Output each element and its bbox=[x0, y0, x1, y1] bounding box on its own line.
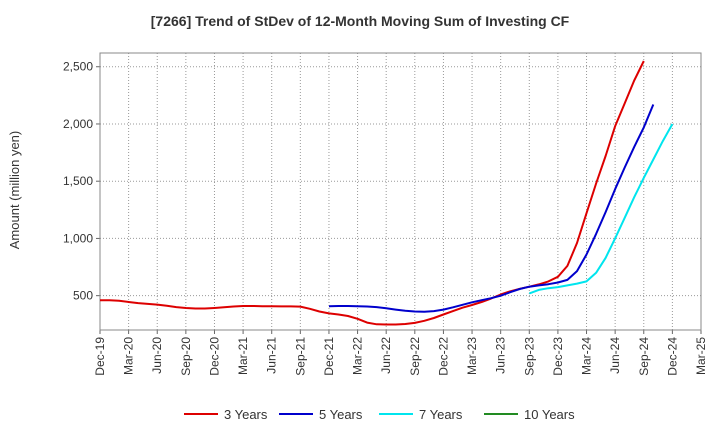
x-tick-label: Mar-25 bbox=[694, 337, 708, 375]
y-tick-label: 1,500 bbox=[63, 174, 93, 188]
x-tick-label: Sep-20 bbox=[179, 337, 193, 376]
y-tick-label: 1,000 bbox=[63, 231, 93, 245]
x-tick-label: Jun-21 bbox=[265, 337, 279, 374]
x-tick-label: Mar-21 bbox=[236, 337, 250, 375]
x-tick-label: Sep-23 bbox=[522, 337, 536, 376]
legend-label-7-years: 7 Years bbox=[419, 407, 463, 422]
legend-label-5-years: 5 Years bbox=[319, 407, 363, 422]
x-tick-label: Dec-23 bbox=[551, 337, 565, 376]
x-tick-label: Mar-20 bbox=[122, 337, 136, 375]
x-tick-label: Dec-20 bbox=[207, 337, 221, 376]
series-lines bbox=[100, 60, 674, 326]
plot-frame bbox=[99, 52, 702, 331]
series-line-7-years bbox=[528, 123, 674, 295]
x-tick-label: Sep-22 bbox=[408, 337, 422, 376]
y-tick-label: 2,000 bbox=[63, 117, 93, 131]
x-tick-label: Jun-24 bbox=[608, 337, 622, 374]
legend: 3 Years 5 Years 7 Years 10 Years bbox=[184, 407, 575, 422]
series-line-5-years bbox=[328, 104, 655, 313]
x-tick-label: Dec-21 bbox=[322, 337, 336, 376]
x-tick-label: Sep-24 bbox=[637, 337, 651, 376]
series-line-3-years bbox=[100, 60, 645, 326]
x-tick-label: Dec-22 bbox=[436, 337, 450, 376]
chart-title: [7266] Trend of StDev of 12-Month Moving… bbox=[150, 13, 570, 29]
legend-label-3-years: 3 Years bbox=[224, 407, 268, 422]
axes: Dec-19 Mar-20 Jun-20 Sep-20 Dec-20 Mar-21 Jun-… bbox=[63, 52, 708, 376]
grid bbox=[100, 53, 701, 330]
legend-label-10-years: 10 Years bbox=[524, 407, 575, 422]
x-tick-label: Mar-24 bbox=[580, 337, 594, 375]
x-tick-label: Dec-19 bbox=[93, 337, 107, 376]
x-tick-label: Sep-21 bbox=[293, 337, 307, 376]
x-tick-label: Jun-22 bbox=[379, 337, 393, 374]
x-tick-label: Jun-20 bbox=[150, 337, 164, 374]
x-tick-label: Dec-24 bbox=[665, 337, 679, 376]
x-tick-label: Jun-23 bbox=[494, 337, 508, 374]
y-axis-label: Amount (million yen) bbox=[7, 131, 22, 250]
x-tick-label: Mar-22 bbox=[351, 337, 365, 375]
y-tick-label: 2,500 bbox=[63, 60, 93, 74]
y-tick-label: 500 bbox=[73, 289, 93, 303]
x-tick-label: Mar-23 bbox=[465, 337, 479, 375]
